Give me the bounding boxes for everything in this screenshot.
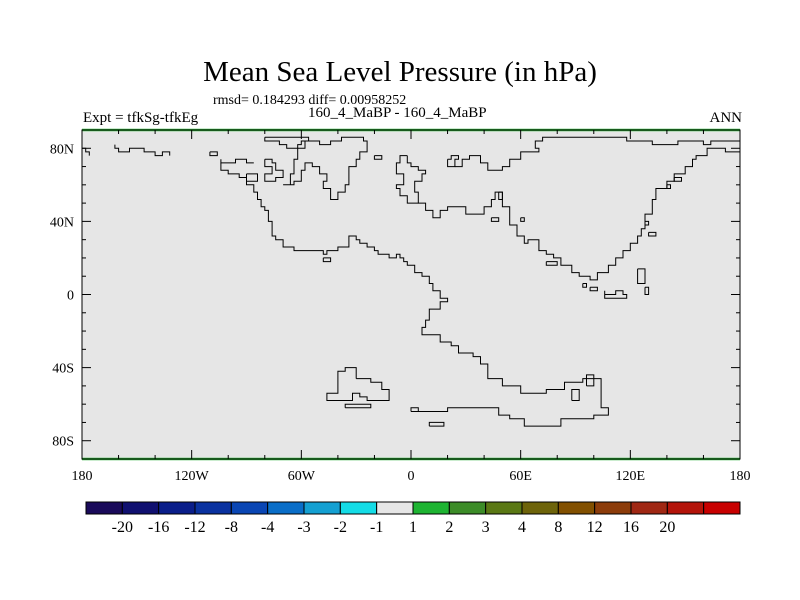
coastline-segment	[490, 217, 500, 222]
colorbar-box	[194, 501, 232, 515]
coastline-segment	[586, 374, 595, 387]
colorbar-box	[666, 501, 705, 515]
colorbar-box	[303, 501, 341, 515]
colorbar-label: -16	[148, 519, 169, 536]
x-tick-label: 120W	[175, 469, 210, 484]
colorbar-label: -20	[112, 519, 133, 536]
coastline-segment	[322, 257, 332, 263]
colorbar-box	[448, 501, 487, 515]
coastline-segment	[571, 389, 580, 401]
colorbar-box	[339, 501, 378, 515]
colorbar-label: 12	[587, 519, 603, 536]
colorbar-box	[594, 501, 632, 515]
case-pair-label: 160_4_MaBP - 160_4_MaBP	[308, 105, 487, 121]
chart-title: Mean Sea Level Pressure (in hPa)	[203, 56, 597, 88]
colorbar-box	[267, 501, 305, 515]
colorbar: -20 -16 -12 -8 -4 -3 -2 -1 1 2 3 4 8 12 16 20	[85, 501, 741, 536]
coastline-segment	[344, 403, 372, 409]
experiment-label: Expt = tfkSg-tfkEg	[83, 110, 199, 126]
colorbar-box	[703, 501, 741, 515]
colorbar-box	[121, 501, 160, 515]
coastline-segment	[447, 155, 459, 168]
coastline-segment	[428, 421, 445, 427]
colorbar-label: -4	[261, 519, 274, 536]
colorbar-label: 4	[518, 519, 526, 536]
colorbar-label: 1	[409, 519, 417, 536]
coastline-segment	[582, 283, 587, 288]
colorbar-box	[376, 501, 414, 515]
coastline-segment	[520, 217, 525, 222]
y-tick-label: 40S	[52, 362, 74, 377]
x-tick-label: 120E	[616, 469, 646, 484]
colorbar-label: 3	[482, 519, 490, 536]
coastline-segment	[326, 367, 390, 401]
coastline-segment	[220, 162, 609, 427]
coastline-segment	[454, 136, 740, 171]
axis-ticks: 180 120W 60W 0 60E 120E 180 80N 40N 0 40S 80S	[50, 130, 751, 484]
colorbar-box	[85, 501, 123, 515]
x-tick-label: 180	[730, 469, 751, 484]
colorbar-box	[230, 501, 269, 515]
coastline-segment	[644, 286, 650, 295]
x-tick-label: 180	[72, 469, 93, 484]
coastline-segment	[264, 136, 310, 149]
colorbar-label: 16	[623, 519, 639, 536]
y-tick-label: 80N	[50, 142, 74, 157]
coastline-segment	[637, 268, 646, 284]
colorbar-label: -3	[297, 519, 310, 536]
coastline-layer	[82, 136, 740, 427]
rmsd-diff-stats: rmsd= 0.184293 diff= 0.00958252	[213, 93, 407, 108]
colorbar-box	[630, 501, 668, 515]
colorbar-box	[557, 501, 596, 515]
coastline-segment	[373, 155, 383, 160]
coastline-segment	[644, 220, 650, 226]
coastline-segment	[418, 147, 740, 281]
coastline-segment	[283, 136, 368, 200]
colorbar-label: -2	[334, 519, 347, 536]
coastline-segment	[114, 144, 171, 157]
x-tick-label: 60E	[509, 469, 532, 484]
colorbar-label: -12	[184, 519, 205, 536]
coastline-segment	[246, 173, 258, 182]
colorbar-label: 2	[445, 519, 453, 536]
coastline-segment	[648, 231, 657, 237]
season-label: ANN	[709, 110, 743, 126]
colorbar-box	[485, 501, 523, 515]
colorbar-box	[521, 501, 559, 515]
coastline-segment	[410, 407, 419, 412]
y-tick-label: 80S	[52, 435, 74, 450]
coastline-segment	[264, 158, 284, 182]
coastline-segment	[209, 151, 218, 157]
colorbar-box	[412, 501, 450, 515]
x-tick-label: 60W	[288, 469, 316, 484]
colorbar-label: -8	[225, 519, 238, 536]
y-tick-label: 40N	[50, 215, 74, 230]
coastline-segment	[673, 177, 682, 182]
colorbar-label: -1	[370, 519, 383, 536]
x-tick-label: 0	[408, 469, 415, 484]
coastline-segment	[666, 184, 671, 189]
colorbar-box	[158, 501, 196, 515]
colorbar-label: 20	[659, 519, 675, 536]
coastline-segment	[498, 191, 503, 200]
coastline-segment	[604, 290, 628, 299]
coastline-segment	[545, 261, 558, 266]
y-tick-label: 0	[67, 289, 74, 304]
coastline-segment	[589, 286, 598, 292]
colorbar-label: 8	[554, 519, 562, 536]
plot-area	[82, 130, 740, 459]
